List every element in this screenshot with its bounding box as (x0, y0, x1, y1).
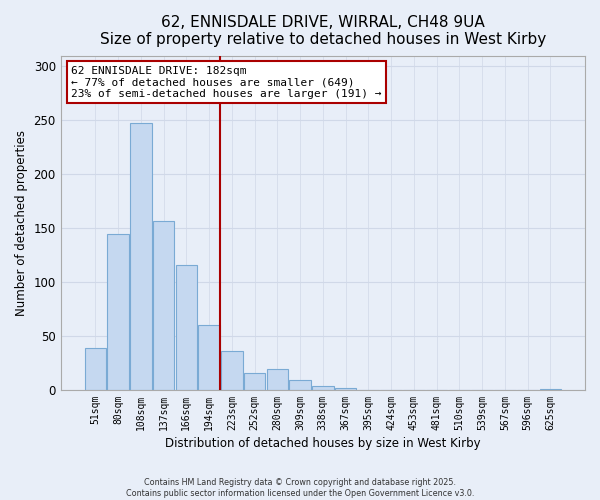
Y-axis label: Number of detached properties: Number of detached properties (15, 130, 28, 316)
Title: 62, ENNISDALE DRIVE, WIRRAL, CH48 9UA
Size of property relative to detached hous: 62, ENNISDALE DRIVE, WIRRAL, CH48 9UA Si… (100, 15, 546, 48)
X-axis label: Distribution of detached houses by size in West Kirby: Distribution of detached houses by size … (165, 437, 481, 450)
Bar (335, 388, 356, 390)
Bar (153, 220, 175, 390)
Bar (198, 325, 220, 390)
Bar (85, 348, 106, 390)
Bar (244, 372, 265, 390)
Bar (176, 265, 197, 390)
Bar (312, 386, 334, 390)
Bar (107, 234, 129, 390)
Bar (130, 124, 152, 390)
Bar (539, 389, 561, 390)
Text: Contains HM Land Registry data © Crown copyright and database right 2025.
Contai: Contains HM Land Registry data © Crown c… (126, 478, 474, 498)
Bar (266, 370, 288, 390)
Bar (289, 380, 311, 390)
Bar (221, 351, 242, 390)
Text: 62 ENNISDALE DRIVE: 182sqm
← 77% of detached houses are smaller (649)
23% of sem: 62 ENNISDALE DRIVE: 182sqm ← 77% of deta… (71, 66, 382, 98)
